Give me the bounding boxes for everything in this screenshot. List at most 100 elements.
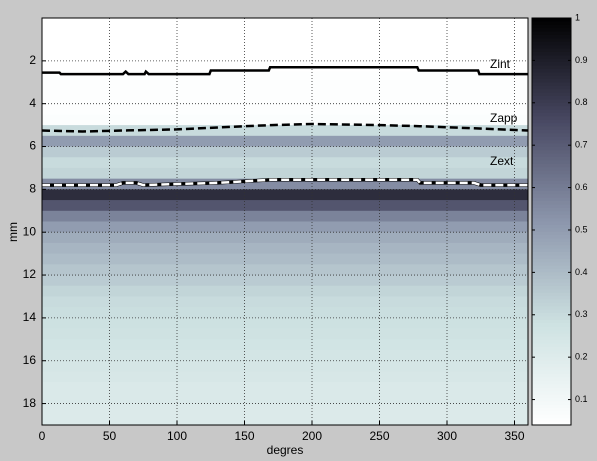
heatmap-row: [42, 403, 528, 415]
colorbar-slice: [532, 160, 571, 165]
colorbar-slice: [532, 21, 571, 26]
heatmap-row: [42, 350, 528, 362]
colorbar-slice: [532, 367, 571, 372]
colorbar-slice: [532, 48, 571, 53]
colorbar-slice: [532, 106, 571, 111]
heatmap-row: [42, 210, 528, 222]
heatmap-row: [42, 157, 528, 169]
colorbar-slice: [532, 174, 571, 179]
colorbar-slice: [532, 170, 571, 175]
colorbar-slice: [532, 143, 571, 148]
x-tick-label: 50: [103, 429, 117, 443]
colorbar-tick-label: 0.2: [575, 352, 588, 362]
colorbar-slice: [532, 309, 571, 314]
series-line: [41, 122, 529, 133]
heatmap-row: [42, 317, 528, 330]
colorbar-slice: [532, 380, 571, 385]
colorbar-slice: [532, 374, 571, 379]
colorbar-slice: [532, 418, 571, 423]
heatmap-row: [42, 39, 528, 51]
colorbar-slice: [532, 79, 571, 84]
heatmap-row: [42, 82, 528, 94]
colorbar-slice: [532, 211, 571, 216]
x-axis-label: degres: [267, 443, 304, 457]
colorbar-slice: [532, 65, 571, 70]
colorbar-slice: [532, 228, 571, 233]
colorbar-slice: [532, 306, 571, 311]
colorbar-slice: [532, 51, 571, 56]
heatmap-row: [42, 307, 528, 319]
heatmap-row: [42, 71, 528, 83]
colorbar-slice: [532, 401, 571, 406]
colorbar-slice: [532, 153, 571, 158]
colorbar-slice: [532, 394, 571, 399]
y-tick-label: 6: [29, 139, 36, 153]
colorbar-slice: [532, 45, 571, 50]
colorbar-slice: [532, 289, 571, 294]
x-tick-label: 200: [302, 429, 322, 443]
colorbar-slice: [532, 112, 571, 117]
colorbar-slice: [532, 221, 571, 226]
colorbar-slice: [532, 201, 571, 206]
colorbar-slice: [532, 238, 571, 243]
x-tick-label: 350: [504, 429, 524, 443]
colorbar-slice: [532, 340, 571, 345]
colorbar-tick-label: 0.6: [575, 182, 588, 192]
colorbar-slice: [532, 408, 571, 413]
colorbar-slice: [532, 58, 571, 63]
x-tick-label: 300: [437, 429, 457, 443]
heatmap-row: [42, 371, 528, 383]
heatmap-row: [42, 275, 528, 287]
heatmap-row: [42, 125, 528, 137]
colorbar-slice: [532, 292, 571, 297]
heatmap-row: [42, 50, 528, 62]
series-label: Zext: [490, 154, 514, 168]
colorbar-slice: [532, 285, 571, 290]
colorbar-slice: [532, 38, 571, 43]
x-tick-label: 250: [369, 429, 389, 443]
colorbar-slice: [532, 411, 571, 416]
colorbar-tick-label: 0.4: [575, 267, 588, 277]
y-tick-label: 18: [23, 396, 37, 410]
series-line: [42, 178, 528, 187]
x-tick-label: 150: [234, 429, 254, 443]
colorbar-slice: [532, 150, 571, 155]
colorbar-slice: [532, 299, 571, 304]
y-tick-label: 4: [29, 96, 36, 110]
colorbar-slice: [532, 197, 571, 202]
colorbar-slice: [532, 28, 571, 33]
colorbar-slice: [532, 302, 571, 307]
colorbar-frame: [531, 17, 572, 426]
colorbar-slice: [532, 245, 571, 250]
colorbar-slice: [532, 167, 571, 172]
heatmap-row: [42, 189, 528, 201]
colorbar-slice: [532, 177, 571, 182]
colorbar-slice: [532, 18, 571, 22]
heatmap-row: [42, 414, 528, 426]
colorbar-slice: [532, 384, 571, 389]
colorbar-slice: [532, 214, 571, 219]
colorbar-slice: [532, 241, 571, 246]
y-tick-label: 16: [23, 353, 37, 367]
heatmap-row: [42, 242, 528, 255]
heatmap-row: [42, 146, 528, 158]
heatmap-row: [42, 114, 528, 126]
colorbar-slice: [532, 313, 571, 318]
colorbar-slice: [532, 92, 571, 97]
colorbar-slice: [532, 224, 571, 229]
colorbar-slice: [532, 163, 571, 168]
colorbar-slice: [532, 187, 571, 192]
y-tick-label: 2: [29, 53, 36, 67]
colorbar-slice: [532, 102, 571, 107]
colorbar-slice: [532, 129, 571, 134]
colorbar-slice: [532, 350, 571, 355]
colorbar-slice: [532, 252, 571, 257]
plot-frame: [41, 17, 529, 426]
colorbar-slice: [532, 24, 571, 29]
colorbar-slice: [532, 190, 571, 195]
colorbar-slice: [532, 82, 571, 87]
heatmap-row: [42, 200, 528, 212]
colorbar-slice: [532, 248, 571, 253]
colorbar-slice: [532, 316, 571, 321]
colorbar-tick-label: 0.8: [575, 97, 588, 107]
